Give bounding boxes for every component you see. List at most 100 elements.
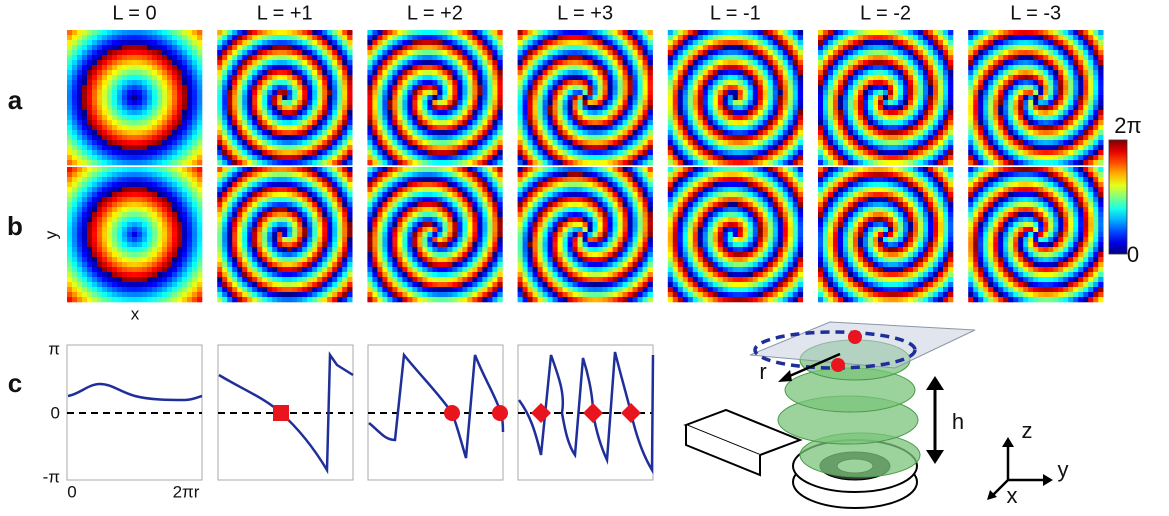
- phase-pixel: [97, 292, 102, 297]
- phase-pixel: [232, 242, 237, 247]
- phase-pixel: [377, 292, 382, 297]
- phase-pixel: [457, 50, 462, 55]
- phase-pixel: [72, 115, 77, 120]
- phase-pixel: [232, 135, 237, 140]
- phase-pixel: [412, 145, 417, 150]
- phase-pixel: [462, 160, 467, 165]
- phase-pixel: [472, 60, 477, 65]
- phase-pixel: [147, 135, 152, 140]
- phase-pixel: [167, 237, 172, 242]
- phase-pixel: [337, 60, 342, 65]
- phase-pixel: [107, 197, 112, 202]
- phase-pixel: [242, 297, 247, 302]
- phase-pixel: [447, 80, 452, 85]
- phase-pixel: [437, 145, 442, 150]
- phase-pixel: [472, 75, 477, 80]
- phase-pixel: [67, 75, 72, 80]
- phase-pixel: [492, 95, 497, 100]
- phase-pixel: [177, 100, 182, 105]
- phase-pixel: [402, 80, 407, 85]
- phase-pixel: [227, 135, 232, 140]
- phase-pixel: [277, 197, 282, 202]
- phase-pixel: [518, 85, 523, 90]
- phase-pixel: [317, 267, 322, 272]
- phase-pixel: [187, 187, 192, 192]
- phase-pixel: [197, 55, 202, 60]
- phase-pixel: [172, 155, 177, 160]
- phase-pixel: [177, 237, 182, 242]
- phase-pixel: [172, 297, 177, 302]
- phase-pixel: [477, 75, 482, 80]
- phase-pixel: [538, 100, 543, 105]
- phase-pixel: [237, 120, 242, 125]
- phase-pixel: [232, 282, 237, 287]
- phase-pixel: [82, 187, 87, 192]
- phase-pixel: [377, 272, 382, 277]
- phase-pixel: [472, 247, 477, 252]
- phase-pixel: [402, 75, 407, 80]
- phase-pixel: [167, 182, 172, 187]
- phase-pixel: [257, 217, 262, 222]
- phase-pixel: [427, 80, 432, 85]
- phase-pixel: [102, 125, 107, 130]
- phase-pixel: [257, 160, 262, 165]
- phase-pixel: [528, 70, 533, 75]
- phase-pixel: [267, 282, 272, 287]
- phase-pixel: [137, 80, 142, 85]
- phase-pixel: [252, 75, 257, 80]
- phase-pixel: [147, 257, 152, 262]
- phase-pixel: [432, 80, 437, 85]
- phase-pixel: [252, 80, 257, 85]
- phase-pixel: [72, 287, 77, 292]
- phase-pixel: [588, 100, 593, 105]
- phase-pixel: [372, 202, 377, 207]
- phase-pixel: [528, 55, 533, 60]
- phase-pixel: [232, 130, 237, 135]
- phase-pixel: [237, 70, 242, 75]
- phase-pixel: [137, 292, 142, 297]
- phase-pixel: [152, 85, 157, 90]
- phase-pixel: [92, 177, 97, 182]
- phase-pixel: [312, 105, 317, 110]
- phase-pixel: [382, 227, 387, 232]
- phase-pixel: [107, 90, 112, 95]
- figure: L = 0L = +1L = +2L = +3L = -1L = -2L = -…: [0, 0, 1169, 516]
- phase-pixel: [342, 120, 347, 125]
- phase-pixel: [487, 70, 492, 75]
- phase-pixel: [558, 50, 563, 55]
- phase-pixel: [112, 35, 117, 40]
- phase-pixel: [457, 30, 462, 35]
- phase-pixel: [122, 70, 127, 75]
- phase-pixel: [427, 182, 432, 187]
- phase-pixel: [492, 85, 497, 90]
- phase-pixel: [132, 237, 137, 242]
- phase-pixel: [67, 35, 72, 40]
- phase-pixel: [342, 207, 347, 212]
- phase-pixel: [462, 55, 467, 60]
- phase-pixel: [337, 227, 342, 232]
- phase-pixel: [538, 40, 543, 45]
- phase-pixel: [277, 105, 282, 110]
- phase-pixel: [122, 65, 127, 70]
- phase-pixel: [407, 267, 412, 272]
- phase-pixel: [608, 120, 613, 125]
- phase-pixel: [412, 75, 417, 80]
- phase-pixel: [327, 227, 332, 232]
- phase-pixel: [347, 55, 352, 60]
- phase-pixel: [122, 140, 127, 145]
- phase-pixel: [397, 167, 402, 172]
- phase-map: [367, 167, 502, 302]
- phase-pixel: [307, 160, 312, 165]
- phase-pixel: [187, 75, 192, 80]
- phase-pixel: [573, 120, 578, 125]
- phase-pixel: [397, 30, 402, 35]
- phase-pixel: [367, 287, 372, 292]
- phase-pixel: [342, 135, 347, 140]
- phase-pixel: [317, 177, 322, 182]
- phase-pixel: [548, 70, 553, 75]
- phase-pixel: [257, 187, 262, 192]
- phase-pixel: [137, 252, 142, 257]
- phase-pixel: [332, 155, 337, 160]
- phase-pixel: [543, 65, 548, 70]
- phase-pixel: [457, 95, 462, 100]
